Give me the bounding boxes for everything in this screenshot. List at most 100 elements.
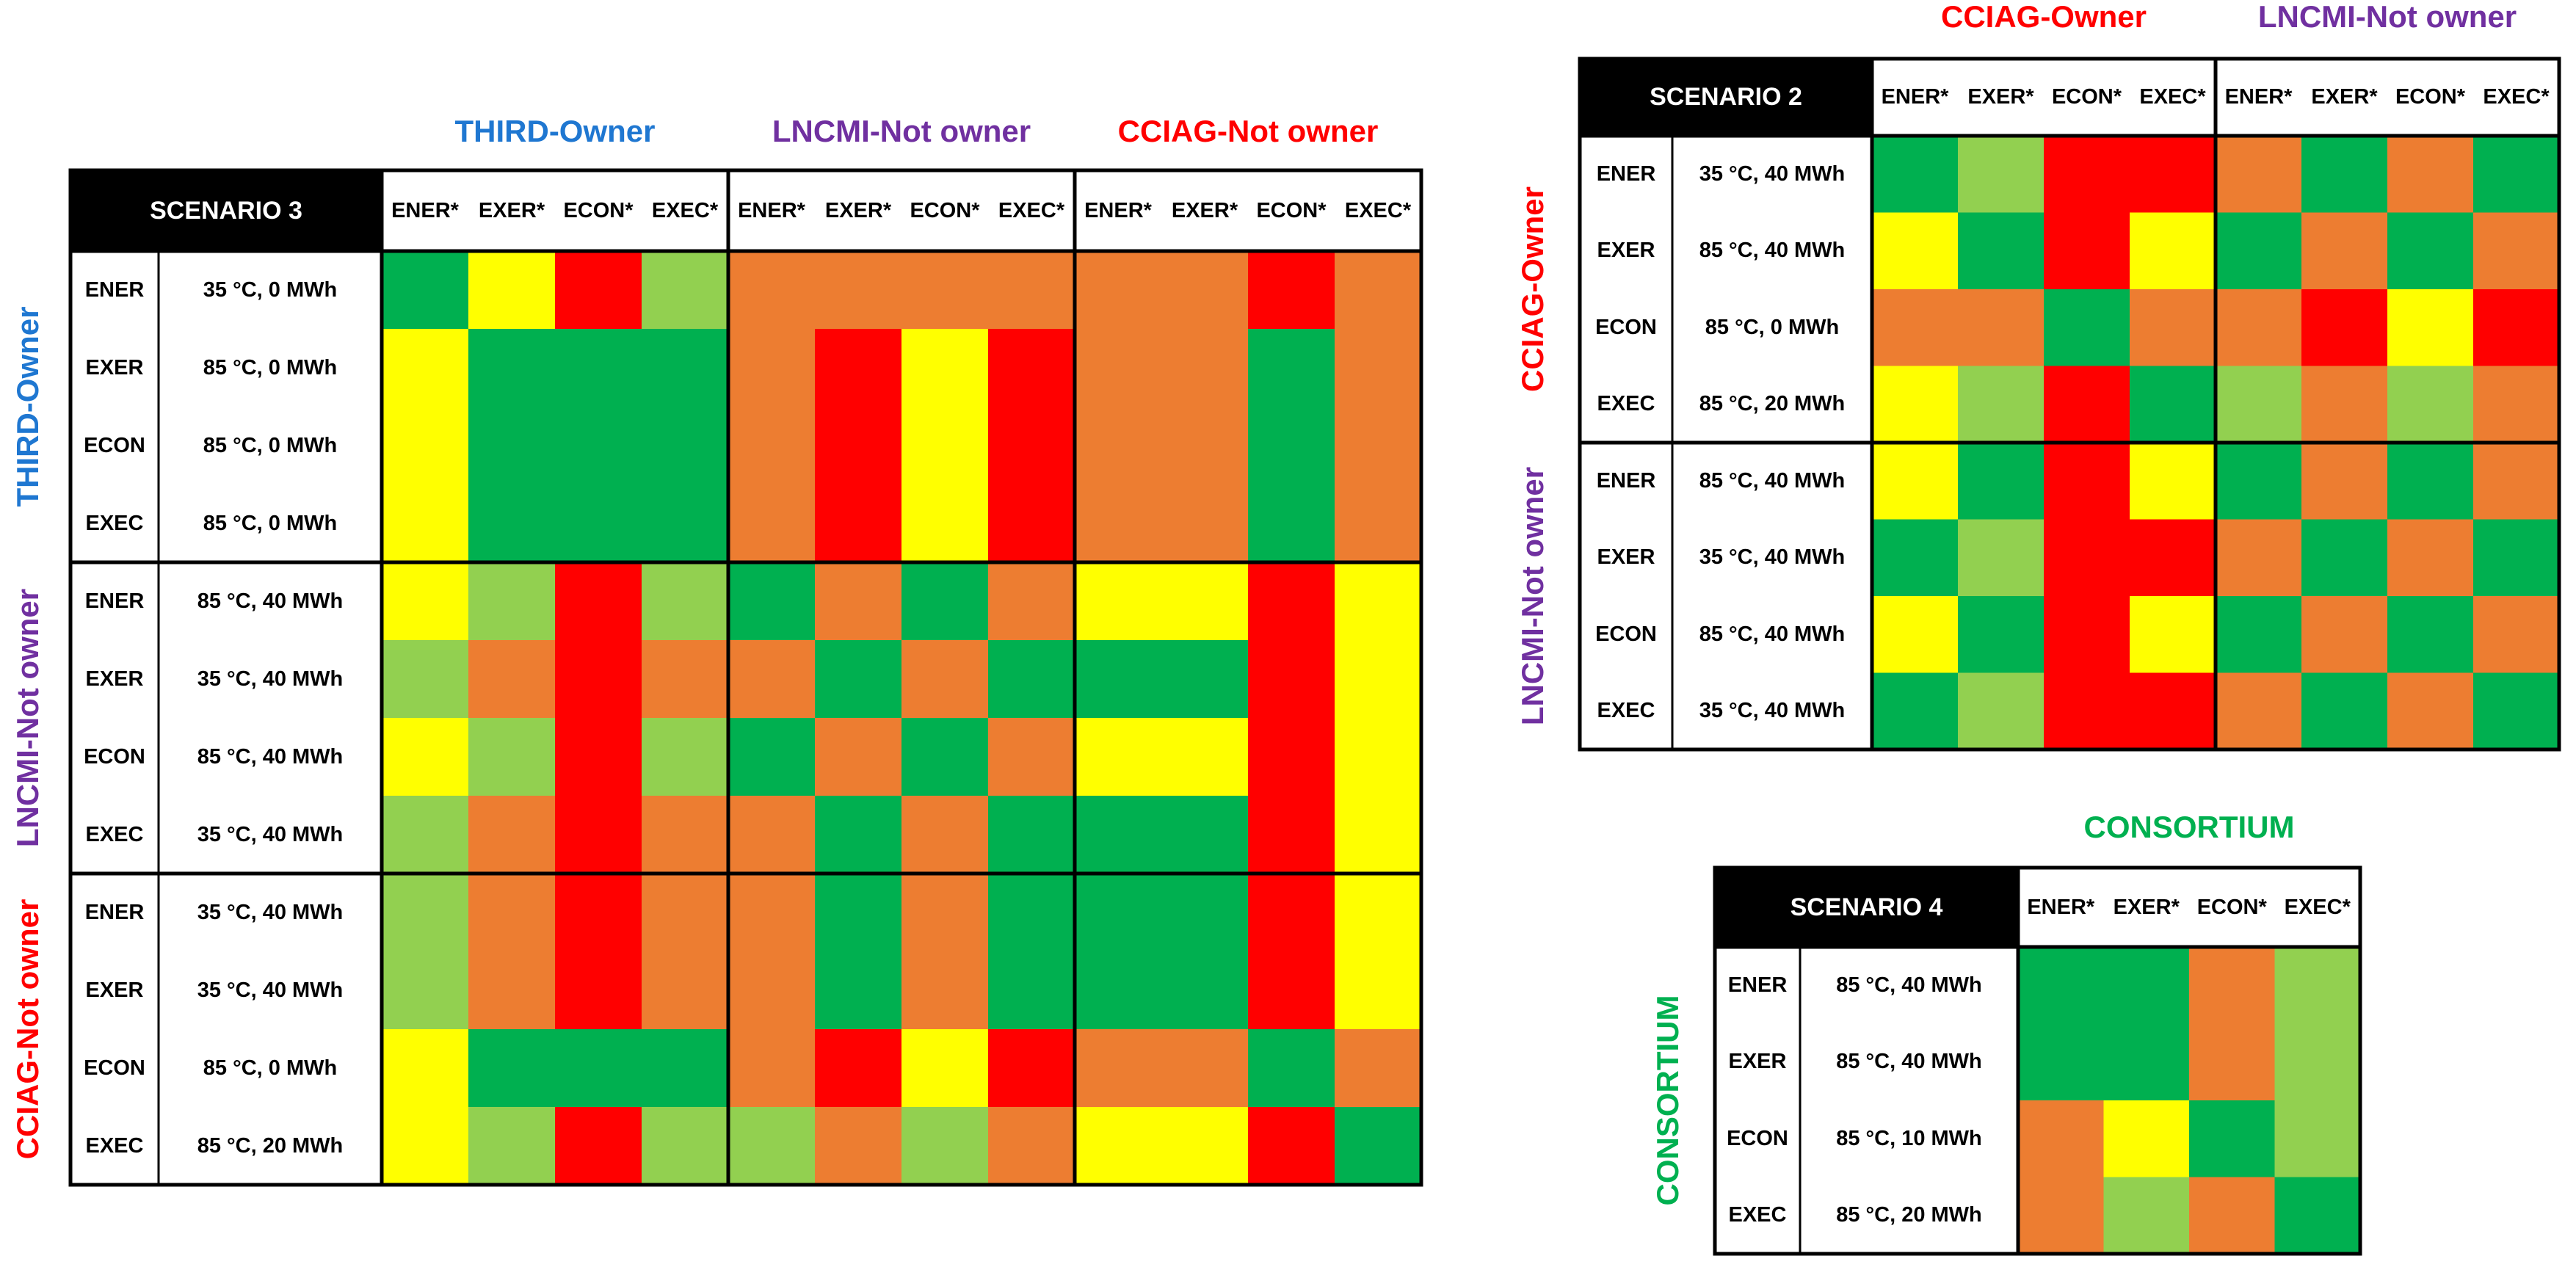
heat-cell	[2274, 1023, 2361, 1101]
heat-cell	[2473, 443, 2560, 520]
row-condition: 35 °C, 0 MWh	[203, 277, 338, 302]
heat-cell	[2216, 212, 2302, 290]
heat-cell	[555, 407, 642, 485]
heat-cell	[468, 796, 556, 874]
heat-cell	[815, 484, 902, 563]
row-condition: 85 °C, 40 MWh	[197, 589, 344, 613]
row-code: EXEC	[1597, 392, 1655, 416]
heat-cell	[1248, 329, 1335, 407]
heat-cell	[2274, 947, 2361, 1025]
column-header: ECON*	[1256, 198, 1327, 222]
heat-cell	[1248, 874, 1335, 952]
heat-cell	[1958, 212, 2045, 290]
row-code: EXER	[85, 978, 144, 1002]
row-code: ENER	[1596, 161, 1656, 186]
heat-cell	[2018, 1177, 2105, 1255]
row-condition: 35 °C, 40 MWh	[197, 978, 344, 1002]
heat-cell	[2044, 136, 2130, 214]
heat-cell	[1075, 874, 1162, 952]
outer-border	[68, 168, 1423, 1187]
heat-cell	[642, 329, 729, 407]
heat-cell	[988, 874, 1075, 952]
column-header: ECON*	[2051, 85, 2122, 109]
row-condition: 85 °C, 0 MWh	[1705, 315, 1840, 339]
row-condition: 85 °C, 10 MWh	[1836, 1126, 1982, 1150]
heat-cell	[988, 951, 1075, 1030]
heat-cell	[988, 796, 1075, 874]
heat-cell	[2018, 1023, 2105, 1101]
heat-cell	[468, 1107, 556, 1186]
heat-cell	[642, 951, 729, 1030]
heat-cell	[2018, 1100, 2105, 1178]
row-condition: 35 °C, 40 MWh	[197, 900, 344, 924]
heat-cell	[901, 796, 989, 874]
heat-cell	[2130, 443, 2216, 520]
heat-cell	[988, 329, 1075, 407]
heat-cell	[2130, 366, 2216, 443]
heat-cell	[2301, 519, 2388, 597]
heat-cell	[2274, 1100, 2361, 1178]
row-group-label: LNCMI-Not owner	[1515, 466, 1550, 726]
row-code: EXER	[85, 667, 144, 691]
row-code: ECON	[84, 744, 145, 769]
row-condition: 85 °C, 40 MWh	[197, 744, 344, 769]
heat-cell	[642, 251, 729, 330]
heat-cell	[642, 407, 729, 485]
heat-cell	[1872, 596, 1959, 674]
column-header: EXEC*	[2483, 85, 2550, 109]
heat-cell	[1248, 718, 1335, 796]
heat-cell	[1335, 1107, 1422, 1186]
heat-cell	[642, 640, 729, 719]
row-condition: 35 °C, 40 MWh	[1699, 161, 1846, 186]
heat-cell	[2301, 672, 2388, 750]
heat-cell	[901, 951, 989, 1030]
row-condition: 85 °C, 20 MWh	[197, 1133, 344, 1158]
column-header: ECON*	[563, 198, 634, 222]
row-group-label: CCIAG-Owner	[1515, 186, 1550, 393]
heat-cell	[2473, 136, 2560, 214]
heat-cell	[2130, 136, 2216, 214]
heat-cell	[382, 1107, 469, 1186]
heat-cell	[988, 718, 1075, 796]
heat-cell	[2387, 519, 2474, 597]
heat-cell	[901, 874, 989, 952]
heat-cell	[2216, 136, 2302, 214]
heat-cell	[2130, 289, 2216, 367]
scenario2-panel: SCENARIO 2 ENER* EXER* ECON* EXEC* ENER* EXER*…	[1515, 0, 2568, 752]
heat-cell	[1958, 519, 2045, 597]
heat-cell	[2216, 519, 2302, 597]
heat-cell	[728, 951, 816, 1030]
heat-cell	[1335, 251, 1422, 330]
heat-cell	[468, 329, 556, 407]
heat-cell	[988, 251, 1075, 330]
heat-cell	[468, 640, 556, 719]
heat-cell	[1075, 718, 1162, 796]
heat-cell	[1161, 951, 1249, 1030]
heat-cell	[382, 407, 469, 485]
heat-cell	[2044, 289, 2130, 367]
heat-cell	[1335, 874, 1422, 952]
heat-cell	[2387, 289, 2474, 367]
heat-cell	[728, 329, 816, 407]
column-header: ENER*	[2027, 895, 2095, 919]
heat-cell	[1335, 796, 1422, 874]
heat-cell	[382, 874, 469, 952]
heat-cell	[468, 874, 556, 952]
heat-cell	[555, 562, 642, 641]
row-code: EXER	[1597, 239, 1655, 263]
column-header: EXEC*	[651, 198, 719, 222]
column-group-label: CCIAG-Not owner	[1117, 114, 1379, 148]
row-condition: 35 °C, 40 MWh	[197, 822, 344, 846]
heat-cell	[815, 1107, 902, 1186]
heat-cell	[2473, 212, 2560, 290]
heat-cell	[555, 874, 642, 952]
row-condition: 85 °C, 0 MWh	[203, 355, 338, 380]
heat-cell	[642, 796, 729, 874]
heat-cell	[2044, 596, 2130, 674]
heat-cell	[1075, 1107, 1162, 1186]
heat-cell	[901, 329, 989, 407]
heat-cell	[2301, 443, 2388, 520]
heat-cell	[728, 562, 816, 641]
heat-cell	[468, 407, 556, 485]
heat-cell	[1872, 672, 1959, 750]
